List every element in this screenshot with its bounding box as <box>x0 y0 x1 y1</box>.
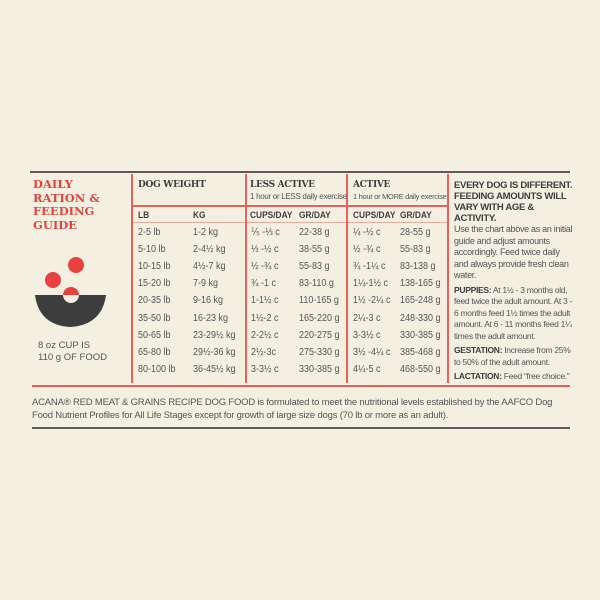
cell-la-gr: 55-83 g <box>299 261 330 273</box>
cell-la-cups: 1½-2 c <box>251 312 279 324</box>
cell-a-gr: 83-138 g <box>400 261 436 273</box>
lactation-text: Feed “free choice.” <box>503 371 570 381</box>
top-rule <box>30 171 570 173</box>
cell-a-cups: 3-3½ c <box>353 329 381 341</box>
col-a-gr: GR/DAY <box>400 210 432 221</box>
feeding-notes: EVERY DOG IS DIFFERENT. FEEDING AMOUNTS … <box>454 180 574 383</box>
divider <box>346 174 348 383</box>
cell-kg: 4½-7 kg <box>193 261 226 273</box>
cell-a-cups: ½ -¾ c <box>353 244 381 256</box>
less-active-header: LESS ACTIVE <box>250 180 315 190</box>
lactation-label: LACTATION: <box>454 371 502 381</box>
cell-kg: 36-45½ kg <box>193 363 236 375</box>
active-sub: 1 hour or MORE daily exercise <box>353 192 447 201</box>
cell-lb: 20-35 lb <box>138 295 171 307</box>
cup-note-line: 8 oz CUP IS <box>38 340 91 351</box>
cell-a-gr: 55-83 g <box>400 244 431 256</box>
col-a-cups: CUPS/DAY <box>353 210 396 221</box>
cell-a-cups: 3½ -4¼ c <box>353 346 391 358</box>
col-kg: KG <box>193 210 206 221</box>
notes-gestation: GESTATION: Increase from 25% to 50% of t… <box>454 345 574 368</box>
cell-la-gr: 22-38 g <box>299 227 330 238</box>
cell-a-cups: 2¼-3 c <box>353 312 381 324</box>
page-title: DAILY RATION & FEEDING GUIDE <box>33 177 100 232</box>
cell-a-cups: 1¼-1½ c <box>353 278 389 290</box>
cell-kg: 1-2 kg <box>193 227 219 238</box>
cell-la-cups: 3-3½ c <box>251 363 279 375</box>
cell-la-gr: 275-330 g <box>299 346 340 358</box>
col-lb: LB <box>138 210 150 221</box>
cell-kg: 7-9 kg <box>193 278 219 290</box>
cell-kg: 29½-36 kg <box>193 346 236 358</box>
cell-la-cups: ¾ -1 c <box>251 278 277 290</box>
cell-la-gr: 83-110 g <box>299 278 334 290</box>
cell-lb: 10-15 lb <box>138 261 171 273</box>
cell-lb: 80-100 lb <box>138 363 176 375</box>
col-la-gr: GR/DAY <box>299 210 331 221</box>
gestation-label: GESTATION: <box>454 345 503 355</box>
active-header: ACTIVE <box>353 180 391 190</box>
cell-lb: 15-20 lb <box>138 278 171 290</box>
col-la-cups: CUPS/DAY <box>250 210 293 221</box>
cell-la-cups: 2-2½ c <box>251 329 279 341</box>
less-active-sub: 1 hour or LESS daily exercise <box>250 192 347 201</box>
cup-note-line: 110 g OF FOOD <box>38 352 107 363</box>
puppies-text: At 1½ - 3 months old, feed twice the adu… <box>454 284 573 341</box>
cell-a-gr: 468-550 g <box>400 363 441 375</box>
cell-la-cups: ⅕ -⅓ c <box>251 227 280 238</box>
notes-headline: EVERY DOG IS DIFFERENT. FEEDING AMOUNTS … <box>454 180 573 224</box>
gestation-text: Increase from 25% to 50% of the adult am… <box>454 345 571 367</box>
cell-lb: 35-50 lb <box>138 312 171 324</box>
cell-la-cups: ⅓ -½ c <box>251 244 279 256</box>
cell-la-gr: 110-165 g <box>299 295 339 307</box>
divider <box>131 174 133 383</box>
bowl-icon <box>35 257 106 327</box>
header-rule <box>131 205 448 207</box>
bottom-rule <box>32 427 570 429</box>
cell-la-cups: ½ -¾ c <box>251 261 279 273</box>
cell-la-cups: 1-1½ c <box>251 295 279 307</box>
cell-lb: 5-10 lb <box>138 244 166 256</box>
notes-lactation: LACTATION: Feed “free choice.” <box>454 371 574 383</box>
footer-top-rule <box>32 385 570 387</box>
footer-statement: ACANA® RED MEAT & GRAINS RECIPE DOG FOOD… <box>32 397 553 421</box>
cell-kg: 16-23 kg <box>193 312 229 324</box>
cell-la-gr: 165-220 g <box>299 312 340 324</box>
cell-la-cups: 2½-3c <box>251 346 277 358</box>
cell-a-gr: 28-55 g <box>400 227 431 238</box>
dog-weight-header: DOG WEIGHT <box>138 180 206 190</box>
cell-la-gr: 38-55 g <box>299 244 330 256</box>
cell-lb: 65-80 lb <box>138 346 171 358</box>
cell-a-cups: 4¼-5 c <box>353 363 381 375</box>
cell-kg: 23-29½ kg <box>193 329 236 341</box>
divider <box>447 174 449 383</box>
cup-note: 8 oz CUP IS 110 g OF FOOD <box>38 340 107 364</box>
puppies-label: PUPPIES: <box>454 284 492 295</box>
cell-a-gr: 330-385 g <box>400 329 441 341</box>
cell-a-cups: ¾ -1¼ c <box>353 261 386 273</box>
cell-lb: 50-65 lb <box>138 329 171 341</box>
cell-a-cups: 1½ -2¼ c <box>353 295 391 307</box>
cell-kg: 9-16 kg <box>193 295 224 307</box>
cell-la-gr: 330-385 g <box>299 363 340 375</box>
cell-la-gr: 220-275 g <box>299 329 340 341</box>
cell-a-gr: 165-248 g <box>400 295 441 307</box>
cell-a-gr: 385-468 g <box>400 346 441 358</box>
cell-lb: 2-5 lb <box>138 227 161 238</box>
cell-a-gr: 248-330 g <box>400 312 441 324</box>
divider <box>245 174 247 383</box>
cell-a-gr: 138-165 g <box>400 278 441 290</box>
notes-puppies: PUPPIES: At 1½ - 3 months old, feed twic… <box>454 285 574 343</box>
cell-a-cups: ¼ -½ c <box>353 227 381 238</box>
cell-kg: 2-4½ kg <box>193 244 226 256</box>
notes-intro: Use the chart above as an initial guide … <box>454 224 573 280</box>
colhead-rule <box>131 222 448 223</box>
